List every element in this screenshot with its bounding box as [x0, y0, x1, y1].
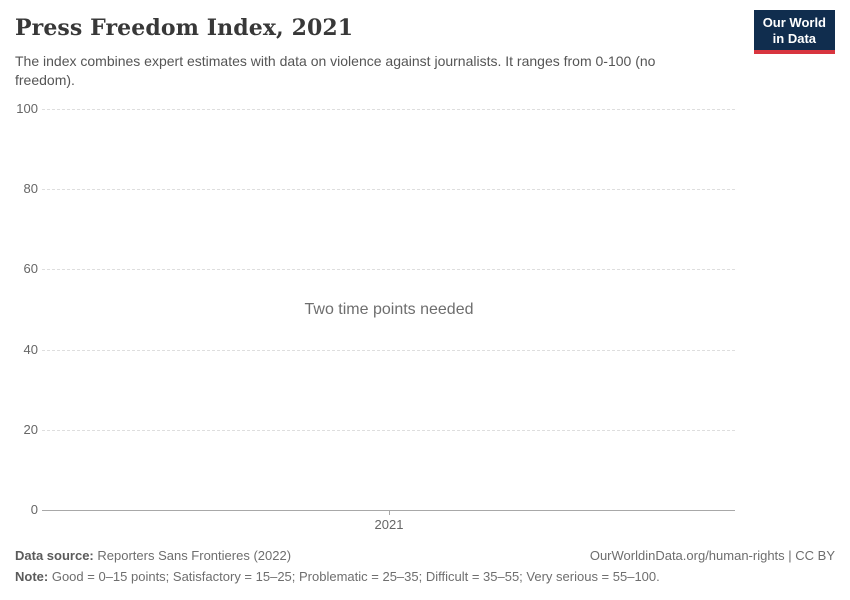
gridline	[42, 349, 735, 351]
footer-note: Note: Good = 0–15 points; Satisfactory =…	[15, 568, 835, 585]
y-axis-tick-label: 100	[16, 101, 38, 116]
footer: Data source: Reporters Sans Frontieres (…	[15, 547, 835, 564]
gridline	[42, 189, 735, 191]
gridline	[42, 429, 735, 431]
data-source-label: Data source:	[15, 548, 94, 563]
x-axis-tick-label: 2021	[374, 517, 404, 532]
y-axis-tick-label: 0	[30, 502, 38, 517]
gridline	[42, 269, 735, 271]
y-axis-tick-label: 40	[23, 341, 38, 357]
x-axis-tick-mark	[389, 510, 390, 515]
owid-logo-line1: Our World	[762, 15, 826, 30]
x-axis-line	[42, 510, 735, 511]
no-data-message: Two time points needed	[304, 301, 474, 318]
citation-link-text[interactable]: OurWorldinData.org/human-rights | CC BY	[589, 548, 835, 563]
y-axis-tick-label: 60	[23, 261, 38, 277]
note-label: Note:	[15, 569, 49, 584]
owid-logo-line2: in Data	[772, 31, 817, 46]
owid-citation-link[interactable]: OurWorldinData.org/human-rights | CC BY	[590, 547, 835, 564]
data-source: Data source: Reporters Sans Frontieres (…	[15, 547, 291, 564]
owid-logo: Our World in Data	[753, 10, 835, 54]
data-source-value: Reporters Sans Frontieres (2022)	[97, 548, 292, 563]
y-axis-tick-label: 80	[23, 181, 38, 197]
gridline	[42, 109, 735, 110]
page-title: Press Freedom Index, 2021	[15, 15, 354, 41]
chart-subtitle: The index combines expert estimates with…	[15, 53, 656, 88]
y-axis-tick-label: 20	[23, 421, 38, 437]
note-value: Good = 0–15 points; Satisfactory = 15–25…	[51, 569, 660, 584]
